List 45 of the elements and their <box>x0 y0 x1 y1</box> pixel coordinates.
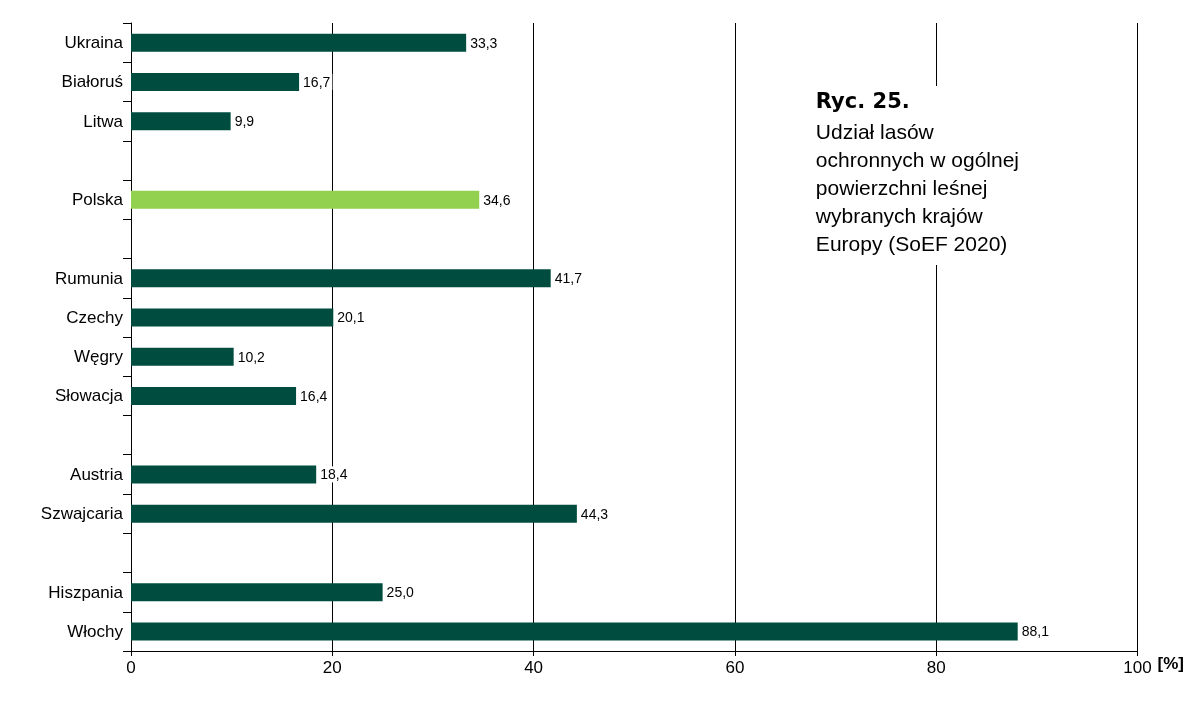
data-label: 44,3 <box>580 505 609 522</box>
bar <box>131 465 317 484</box>
bar <box>131 583 383 602</box>
data-label: 16,7 <box>303 73 331 90</box>
bar <box>131 269 551 288</box>
y-tick-label: Włochy <box>67 621 124 641</box>
y-tick-label: Ukraina <box>64 33 124 53</box>
bar <box>131 33 467 52</box>
data-label: 10,2 <box>237 348 266 365</box>
data-label: 20,1 <box>337 309 365 326</box>
x-tick-label: 20 <box>322 658 342 677</box>
bar <box>131 347 234 366</box>
bar <box>131 190 480 209</box>
data-label: 88,1 <box>1021 623 1050 640</box>
y-tick-label: Polska <box>71 190 124 210</box>
x-tick-label: 60 <box>725 658 745 677</box>
y-tick-label: Rumunia <box>54 268 124 288</box>
bar <box>131 504 577 523</box>
data-label: 16,4 <box>300 387 328 404</box>
y-tick-label: Węgry <box>73 347 124 367</box>
bar <box>131 112 231 131</box>
y-tick-label: Białoruś <box>61 72 123 92</box>
data-label: 33,3 <box>470 34 498 51</box>
text: Udział lasów ochronnych w ogólnej powierzchni leśnej wybranych krajów Europy (SoEF 2020) <box>814 119 1020 255</box>
x-axis-title: [%] <box>1157 654 1185 673</box>
bar <box>131 308 334 327</box>
x-tick-label: 100 <box>1123 658 1152 677</box>
y-tick-label: Litwa <box>83 111 124 131</box>
y-tick-label: Szwajcaria <box>40 504 124 524</box>
bar <box>131 72 300 91</box>
data-label: 18,4 <box>320 466 348 483</box>
y-tick-label: Słowacja <box>54 386 124 406</box>
text: Ryc. 25. <box>815 88 910 113</box>
data-label: 34,6 <box>483 191 511 208</box>
x-tick-label: 0 <box>126 658 136 677</box>
y-tick-label: Czechy <box>66 307 124 327</box>
data-label: 25,0 <box>386 584 415 601</box>
bar <box>131 386 297 405</box>
data-label: 41,7 <box>554 270 583 287</box>
x-tick-label: 40 <box>524 658 544 677</box>
y-tick-label: Austria <box>70 464 124 484</box>
x-tick-label: 80 <box>926 658 946 677</box>
y-tick-label: Hiszpania <box>48 582 124 602</box>
data-label: 9,9 <box>234 113 255 130</box>
bar <box>131 622 1018 641</box>
